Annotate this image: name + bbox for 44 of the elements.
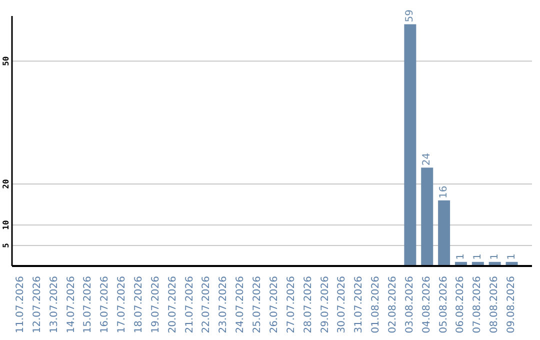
x-tick-label: 02.08.2026 (388, 276, 398, 334)
x-tick-label: 04.08.2026 (421, 276, 432, 334)
y-tick-label: 50 (2, 56, 10, 66)
x-tick-label: 24.07.2026 (235, 276, 246, 334)
bar (438, 200, 450, 266)
x-tick-label: 14.07.2026 (66, 276, 77, 334)
x-tick-label: 29.07.2026 (320, 276, 331, 334)
x-tick-label: 17.07.2026 (116, 276, 128, 334)
data-label: 24 (422, 152, 433, 166)
x-tick-label: 13.07.2026 (48, 276, 60, 334)
x-tick-label: 27.07.2026 (286, 276, 297, 334)
x-tick-label: 25.07.2026 (252, 276, 264, 334)
x-tick-label: 03.08.2026 (404, 276, 416, 334)
data-label: 16 (438, 186, 450, 198)
y-tick-label: 5 (2, 242, 10, 248)
x-tick-label: 28.07.2026 (302, 276, 314, 334)
data-label: 1 (472, 254, 484, 260)
x-tick-label: 18.07.2026 (134, 276, 144, 334)
x-tick-label: 12.07.2026 (32, 276, 43, 334)
x-tick-label: 31.07.2026 (354, 276, 365, 334)
x-tick-label: 30.07.2026 (336, 276, 348, 334)
data-label: 1 (455, 254, 466, 260)
x-tick-label: 05.08.2026 (438, 276, 450, 334)
x-tick-label: 20.07.2026 (167, 276, 178, 334)
x-tick-label: 19.07.2026 (150, 276, 162, 334)
x-tick-label: 01.08.2026 (370, 276, 382, 334)
x-tick-label: 16.07.2026 (100, 276, 111, 334)
x-tick-label: 22.07.2026 (201, 276, 212, 334)
bar (404, 24, 416, 266)
x-tick-label: 26.07.2026 (268, 276, 280, 334)
x-tick-label: 07.08.2026 (472, 276, 484, 334)
bar (421, 168, 434, 266)
x-tick-label: 23.07.2026 (218, 276, 230, 334)
x-tick-label: 15.07.2026 (82, 276, 94, 334)
x-tick-label: 08.08.2026 (489, 276, 500, 334)
data-label: 1 (489, 254, 500, 260)
x-tick-label: 11.07.2026 (14, 276, 26, 334)
y-tick-label: 20 (2, 179, 10, 189)
x-tick-label: 21.07.2026 (184, 276, 196, 334)
data-label: 59 (404, 9, 416, 22)
x-tick-label: 06.08.2026 (455, 276, 466, 334)
data-label: 1 (506, 254, 518, 260)
y-tick-label: 10 (2, 220, 10, 230)
x-tick-label: 09.08.2026 (506, 276, 518, 334)
